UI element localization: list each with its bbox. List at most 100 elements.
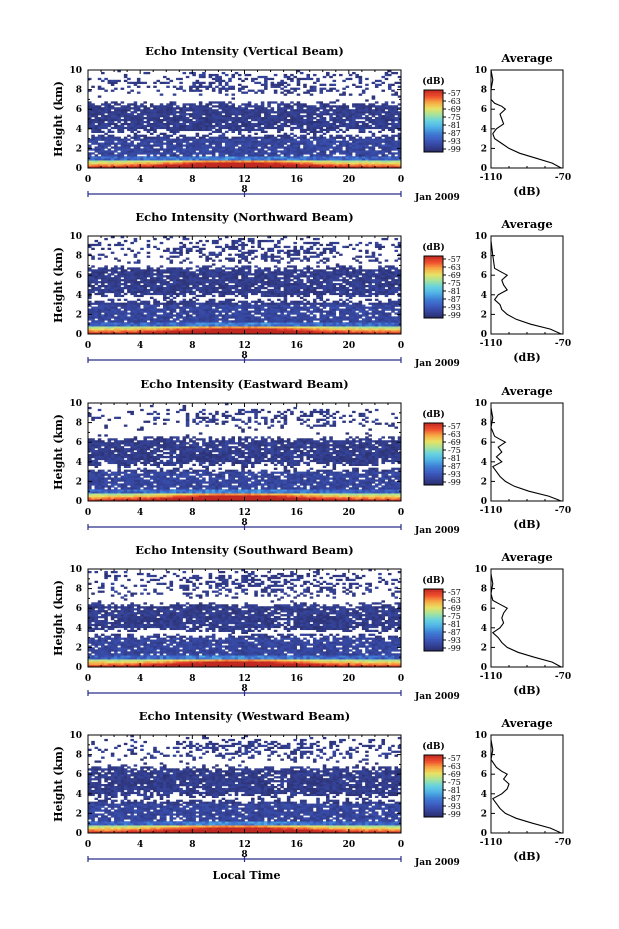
average-y-tick-label: 8 [481, 86, 487, 96]
colorbar-tick-label: -93 [448, 636, 461, 645]
average-y-tick-label: 0 [481, 164, 487, 174]
colorbar-unit: (dB) [422, 741, 444, 752]
colorbar-tick-label: -81 [448, 620, 461, 629]
average-profile-line [490, 573, 562, 668]
average-x-tick-label: -110 [480, 838, 503, 848]
colorbar-tick-label: -57 [448, 422, 461, 431]
average-y-tick-label: 2 [481, 809, 487, 819]
colorbar [423, 255, 444, 319]
chart-title: Echo Intensity (Vertical Beam) [145, 44, 344, 58]
date-label: Jan 2009 [414, 193, 460, 203]
average-x-tick-label: -70 [555, 838, 571, 848]
y-tick-label: 8 [76, 419, 82, 429]
chart-title: Echo Intensity (Northward Beam) [135, 210, 353, 224]
chart-title: Echo Intensity (Westward Beam) [139, 709, 350, 723]
x-tick-label: 16 [290, 175, 303, 185]
date-label: Jan 2009 [414, 858, 460, 868]
x-tick-label: 0 [398, 175, 404, 185]
colorbar-tick-label: -69 [448, 438, 461, 447]
colorbar-tick-label: -99 [448, 478, 461, 487]
average-y-tick-label: 4 [481, 458, 487, 468]
x-tick-label: 0 [85, 341, 91, 351]
colorbar-tick-label: -57 [448, 754, 461, 763]
average-y-tick-label: 4 [481, 624, 487, 634]
y-tick-label: 10 [69, 66, 82, 76]
colorbar [423, 588, 444, 652]
y-tick-label: 2 [76, 144, 82, 154]
y-axis-label: Height (km) [52, 414, 65, 490]
x-tick-label: 0 [398, 341, 404, 351]
colorbar-tick-label: -75 [448, 778, 461, 787]
y-tick-label: 0 [76, 330, 82, 340]
average-profile-line [490, 407, 562, 502]
x-tick-label: 16 [290, 341, 303, 351]
colorbar [423, 754, 444, 818]
y-tick-label: 10 [69, 565, 82, 575]
average-x-tick-label: -110 [480, 339, 503, 349]
average-y-tick-label: 2 [481, 643, 487, 653]
x-tick-label: 4 [137, 341, 143, 351]
y-tick-label: 8 [76, 585, 82, 595]
y-tick-label: 10 [69, 731, 82, 741]
heatmap-cells [88, 735, 402, 834]
colorbar-tick-label: -63 [448, 97, 461, 106]
x-tick-label: 4 [137, 674, 143, 684]
colorbar-tick-label: -63 [448, 596, 461, 605]
average-y-tick-label: 8 [481, 751, 487, 761]
x-tick-label: 16 [290, 840, 303, 850]
average-y-tick-label: 8 [481, 252, 487, 262]
date-marker: 8 [241, 518, 247, 528]
average-y-tick-label: 2 [481, 310, 487, 320]
colorbar-tick-label: -81 [448, 454, 461, 463]
y-tick-label: 0 [76, 164, 82, 174]
y-tick-label: 2 [76, 809, 82, 819]
colorbar-tick-label: -63 [448, 263, 461, 272]
x-tick-label: 12 [238, 175, 251, 185]
y-tick-label: 4 [76, 790, 82, 800]
x-tick-label: 4 [137, 175, 143, 185]
chart-title: Echo Intensity (Eastward Beam) [140, 377, 348, 391]
average-y-tick-label: 8 [481, 585, 487, 595]
average-y-tick-label: 0 [481, 829, 487, 839]
x-tick-label: 12 [238, 508, 251, 518]
colorbar-tick-label: -75 [448, 446, 461, 455]
average-y-tick-label: 4 [481, 125, 487, 135]
colorbar-tick-label: -57 [448, 588, 461, 597]
colorbar-tick-label: -93 [448, 470, 461, 479]
average-y-tick-label: 6 [481, 271, 487, 281]
colorbar-unit: (dB) [422, 409, 444, 420]
colorbar-tick-label: -87 [448, 129, 461, 138]
colorbar-tick-label: -81 [448, 786, 461, 795]
x-axis-label-local-time: Local Time [213, 869, 281, 882]
colorbar-tick-label: -99 [448, 145, 461, 154]
colorbar-tick-label: -75 [448, 113, 461, 122]
average-y-tick-label: 6 [481, 770, 487, 780]
colorbar-tick-label: -93 [448, 802, 461, 811]
y-tick-label: 6 [76, 604, 82, 614]
colorbar-tick-label: -75 [448, 612, 461, 621]
colorbar-tick-label: -69 [448, 604, 461, 613]
average-profile-line [490, 69, 562, 169]
colorbar-tick-label: -81 [448, 121, 461, 130]
average-x-label: (dB) [513, 684, 540, 697]
average-y-tick-label: 6 [481, 438, 487, 448]
y-tick-label: 6 [76, 438, 82, 448]
colorbar-tick-label: -93 [448, 303, 461, 312]
average-y-tick-label: 6 [481, 105, 487, 115]
y-axis-label: Height (km) [52, 580, 65, 656]
average-x-tick-label: -70 [555, 173, 571, 183]
y-tick-label: 4 [76, 458, 82, 468]
date-marker: 8 [241, 185, 247, 195]
colorbar-tick-label: -57 [448, 89, 461, 98]
colorbar-tick-label: -87 [448, 794, 461, 803]
x-tick-label: 16 [290, 674, 303, 684]
average-x-label: (dB) [513, 185, 540, 198]
average-x-label: (dB) [513, 351, 540, 364]
x-tick-label: 0 [398, 674, 404, 684]
average-title: Average [500, 51, 552, 65]
y-tick-label: 6 [76, 105, 82, 115]
average-y-tick-label: 6 [481, 604, 487, 614]
average-y-tick-label: 0 [481, 497, 487, 507]
colorbar-tick-label: -87 [448, 628, 461, 637]
average-y-tick-label: 10 [474, 66, 487, 76]
